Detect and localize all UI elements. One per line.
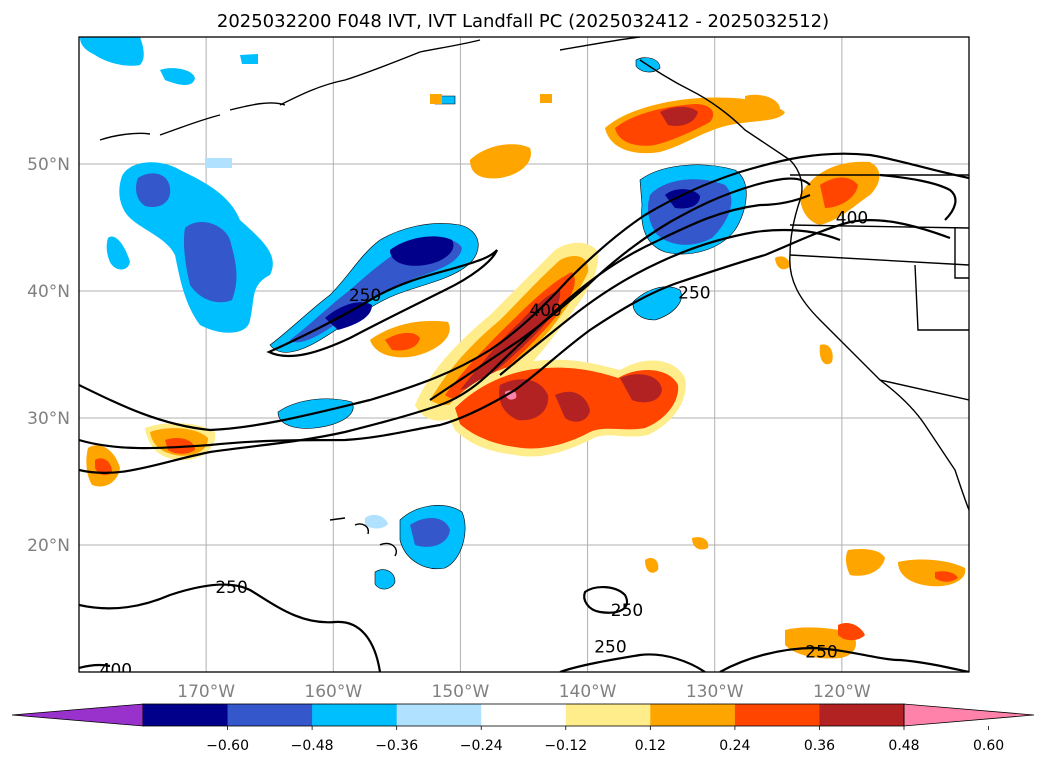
lon-tick-label: 130°W	[686, 682, 744, 702]
lon-tick-label: 170°W	[177, 682, 235, 702]
coastlines	[99, 37, 969, 557]
colorbar-over-arrow	[903, 703, 1035, 727]
lon-tick-label: 140°W	[559, 682, 617, 702]
map-title: 2025032200 F048 IVT, IVT Landfall PC (20…	[217, 11, 829, 32]
colorbar-segment	[565, 704, 651, 726]
colorbar-tick-label: −0.24	[460, 738, 503, 754]
colorbar-tick-label: 0.36	[804, 738, 835, 754]
colorbar-segment	[650, 704, 736, 726]
lon-tick-label: 120°W	[813, 682, 871, 702]
contour-label: 250	[349, 286, 381, 306]
colorbar-tick-label: 0.48	[888, 738, 919, 754]
colorbar-tick-label: −0.12	[544, 738, 587, 754]
colorbar-segment	[227, 704, 313, 726]
lon-tick-label: 160°W	[304, 682, 362, 702]
contour-label: 250	[678, 283, 710, 303]
colorbar-outline	[142, 703, 905, 727]
lat-tick-label: 40°N	[27, 282, 70, 302]
ivt-contours	[79, 152, 969, 672]
colorbar-under-arrow	[11, 703, 144, 727]
contour-labels: 250 400 250 400 250 250 250 250 400	[100, 208, 869, 680]
colorbar-tick-label: −0.36	[375, 738, 418, 754]
contour-label: 400	[836, 208, 868, 228]
contour-label: 250	[594, 638, 626, 658]
contour-label: 250	[215, 578, 247, 598]
latitude-labels: 50°N 40°N 30°N 20°N	[27, 155, 70, 556]
longitude-labels: 170°W 160°W 150°W 140°W 130°W 120°W	[177, 682, 871, 702]
lat-tick-label: 50°N	[27, 155, 70, 175]
colorbar-tick-label: 0.24	[719, 738, 750, 754]
contour-label: 250	[611, 601, 643, 621]
colorbar-segment	[143, 704, 229, 726]
colorbar-tick-label: −0.48	[291, 738, 334, 754]
colorbar: −0.60 −0.48 −0.36 −0.24 −0.12 0.12 0.24 0.36 0.4…	[11, 703, 1035, 754]
colorbar-tick-label: 0.12	[635, 738, 666, 754]
colorbar-tick-label: −0.60	[206, 738, 249, 754]
contour-label: 250	[805, 643, 837, 663]
contour-label: 400	[100, 660, 132, 680]
lat-tick-label: 30°N	[27, 409, 70, 429]
map-panel: 250 400 250 400 250 250 250 250 400	[78, 36, 970, 680]
lat-tick-label: 20°N	[27, 536, 70, 556]
colorbar-tick-label: 0.60	[973, 738, 1004, 754]
contour-label: 400	[529, 301, 561, 321]
map-border	[78, 36, 970, 673]
colorbar-segment	[734, 704, 820, 726]
lon-tick-label: 150°W	[432, 682, 490, 702]
colorbar-segment	[481, 704, 567, 726]
colorbar-segment	[396, 704, 482, 726]
colorbar-segment	[819, 704, 905, 726]
positive-pc-regions	[86, 94, 966, 659]
colorbar-segment	[312, 704, 398, 726]
